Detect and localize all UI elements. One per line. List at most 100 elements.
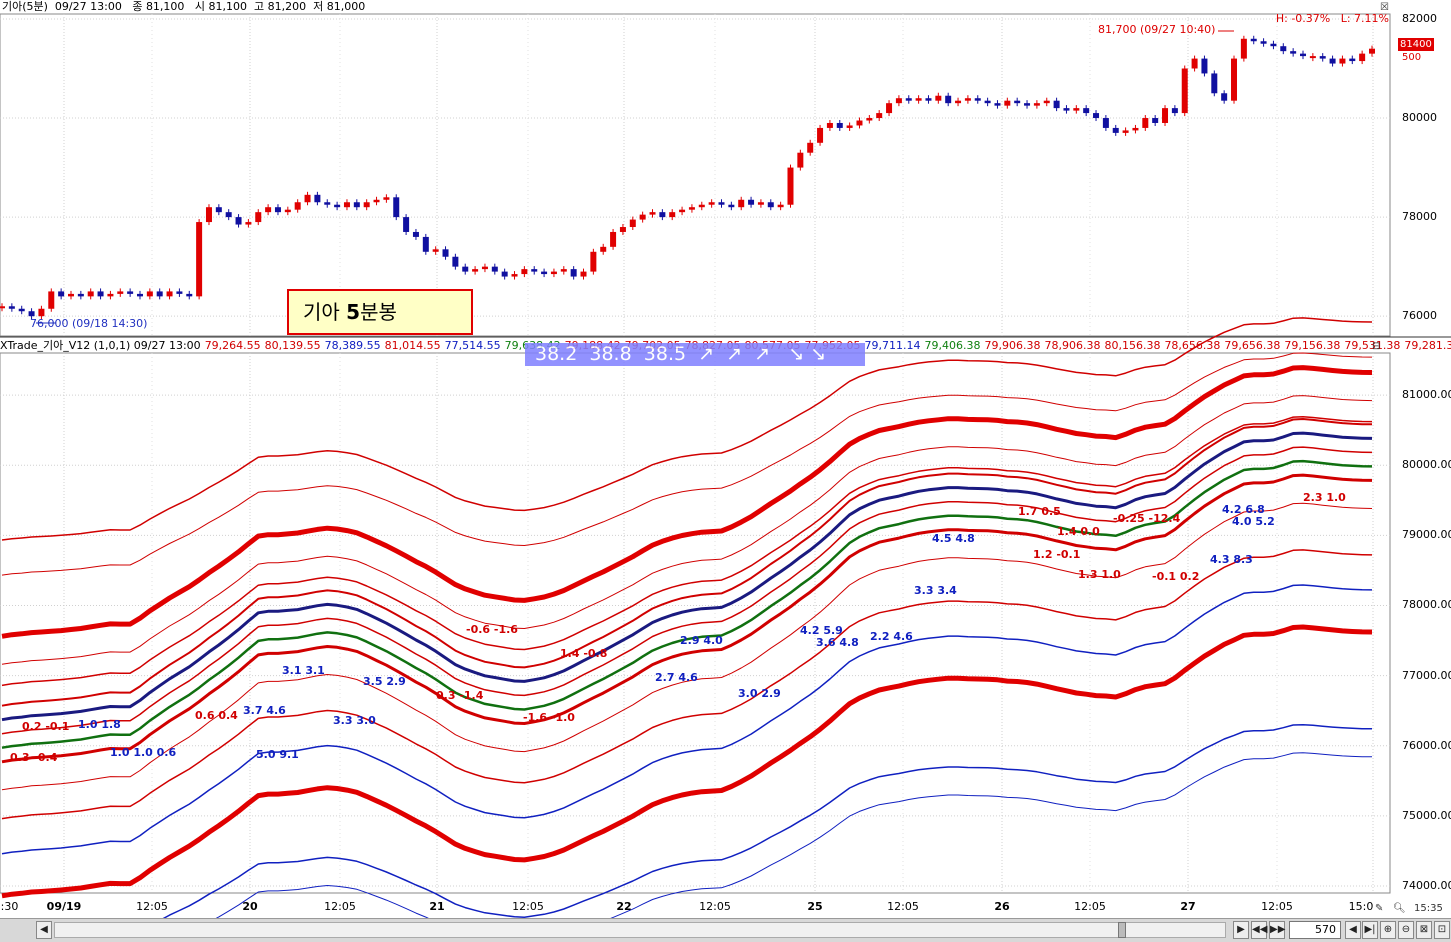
candle-body [669,212,676,218]
candle-body [560,269,567,272]
candle-body [97,291,104,297]
candle-body [1142,118,1149,128]
candle-body [550,271,557,275]
x-tick-label: 12:05 [1074,900,1106,913]
candle-body [1073,108,1080,111]
chart-canvas[interactable] [0,0,1451,918]
indicator-band-line [1,395,1373,665]
current-volume-label: 500 [1402,52,1422,63]
candle-body [1240,38,1247,59]
indicator-value: 79,656.38 [1224,339,1281,352]
indicator-value: 78,656.38 [1164,339,1221,352]
search-icon[interactable]: 🔍︎ [1393,903,1406,914]
scroll-thumb[interactable] [1118,922,1126,938]
candle-body [77,293,84,297]
candle-body [1181,68,1188,114]
candle-body [58,291,65,297]
candle-body [748,199,755,205]
candle-body [1004,100,1011,106]
candle-body [541,271,548,275]
candle-body [807,142,814,153]
y-tick-label: 76000 [1402,309,1437,323]
x-tick-label: 12:05 [699,900,731,913]
zoom-out-button[interactable]: ◀ [1345,921,1361,939]
candle-body [1349,58,1356,62]
x-tick-label: 26 [994,900,1010,913]
candle-body [334,204,341,208]
indicator-annotation: 5.0 9.1 [256,748,299,761]
candle-body [176,291,183,294]
indicator-band-line [1,459,1373,749]
next-page-button[interactable]: ▶▶ [1269,921,1285,939]
candle-body [48,291,55,309]
candle-body [393,197,400,218]
candle-body [343,202,350,208]
signal-box: 38.2 38.8 38.5 ↗ ↗ ↗ ↘ ↘ [525,343,865,366]
fullscreen-icon[interactable]: ⊡ [1434,921,1450,939]
grid-toggle-icon[interactable]: ⊠ [1416,921,1432,939]
prev-page-button[interactable]: ◀◀ [1251,921,1267,939]
candle-body [1300,53,1307,57]
edit-icon[interactable]: ✎ [1375,903,1384,914]
indicator-annotation: 1.2 -0.1 [1033,548,1081,561]
candle-body [639,214,646,220]
candle-body [1260,41,1267,44]
indicator-band-line [1,415,1373,687]
candle-body [0,306,5,309]
indicator-band-line [215,752,1373,918]
candle-body [156,291,163,297]
candle-body [1112,127,1119,133]
candle-body [1171,108,1178,114]
x-tick-label: 12:05 [1261,900,1293,913]
candle-body [955,100,962,104]
indicator-annotation: 4.2 6.8 [1222,503,1265,516]
indicator-band-line [1,418,1373,707]
candle-body [1369,48,1375,54]
minimize-panel-icon[interactable]: ⊟ [1372,341,1381,352]
candle-body [166,291,173,297]
candle-body [314,194,321,203]
x-tick-label: 25 [807,900,823,913]
candle-body [215,207,222,213]
indicator-annotation: 2.7 4.6 [655,671,698,684]
candle-body [1043,100,1050,104]
zoom-reset-icon[interactable]: ⊖ [1398,921,1414,939]
candle-body [8,306,15,309]
candle-body [698,204,705,208]
indicator-annotation: 1.3 1.0 [1078,568,1121,581]
y-tick-label: 75000.00 [1402,808,1451,822]
candle-body [353,202,360,208]
indicator-annotation: -0.25 -12.4 [1113,512,1181,525]
candle-body [1309,56,1316,59]
candle-body [531,269,538,272]
candle-body [1201,58,1208,74]
indicator-annotation: 3.0 2.9 [738,687,781,700]
indicator-annotation: 0.6 0.4 [195,709,238,722]
candle-body [196,222,203,297]
candle-body [225,212,232,218]
indicator-value: 78,906.38 [1044,339,1101,352]
candle-body [984,100,991,104]
candle-body [1250,38,1257,42]
indicator-value: 79,264.55 [204,339,261,352]
candle-body [610,231,617,247]
y-tick-label: 74000.00 [1402,878,1451,892]
price-panel-header: 기아(5분) 09/27 13:00 종 81,100 시 81,100 고 8… [2,0,366,13]
indicator-annotation: 0.3 -0.4 [10,751,58,764]
zoom-in-icon[interactable]: ⊕ [1380,921,1396,939]
candle-body [432,249,439,252]
indicator-band-line [1,365,1373,639]
candle-body [1033,103,1040,106]
candle-body [846,125,853,128]
scroll-track[interactable] [54,922,1226,938]
close-panel-icon[interactable]: ☒ [1380,2,1389,13]
scroll-right-button[interactable]: ▶ [1233,921,1249,939]
scroll-left-button[interactable]: ◀ [36,921,52,939]
candle-body [1162,108,1169,123]
candle-body [895,98,902,104]
zoom-end-button[interactable]: ▶| [1362,921,1378,939]
candle-body [462,266,469,272]
candle-body [1191,58,1198,69]
time-label: 15:35 [1414,903,1443,914]
zoom-count-field[interactable]: 570 [1289,921,1341,939]
